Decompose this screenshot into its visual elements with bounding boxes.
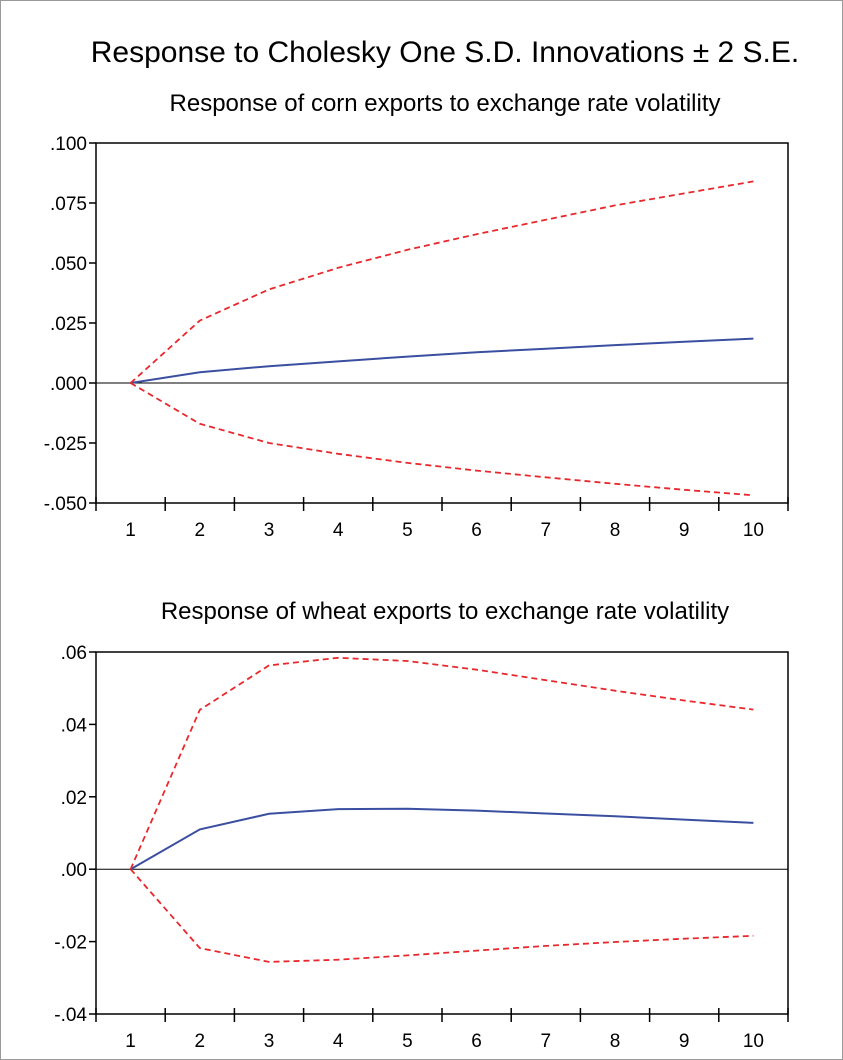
figure-title: Response to Cholesky One S.D. Innovation… — [91, 36, 800, 69]
x-tick-label: 9 — [679, 1031, 690, 1052]
x-tick-label: 8 — [610, 520, 621, 541]
x-tick-label: 10 — [743, 520, 764, 541]
x-tick-label: 1 — [125, 1031, 136, 1052]
y-tick-label: .00 — [61, 860, 87, 881]
y-tick-label: -.025 — [44, 434, 87, 455]
x-tick-label: 7 — [541, 1031, 552, 1052]
response-line — [130, 337, 754, 384]
y-tick-label: .025 — [50, 314, 87, 335]
x-tick-label: 3 — [264, 520, 275, 541]
chart-title: Response of corn exports to exchange rat… — [170, 90, 721, 117]
x-tick-label: 8 — [610, 1031, 621, 1052]
y-tick-label: .06 — [61, 643, 87, 664]
x-tick-label: 3 — [264, 1031, 275, 1052]
x-tick-label: 2 — [195, 1031, 206, 1052]
x-tick-label: 6 — [471, 520, 482, 541]
wheat-response-chart: Response of wheat exports to exchange ra… — [54, 598, 789, 1052]
x-tick-label: 6 — [471, 1031, 482, 1052]
x-tick-label: 1 — [125, 520, 136, 541]
plot-frame — [95, 651, 789, 1015]
x-tick-label: 5 — [402, 520, 413, 541]
y-tick-label: -.02 — [54, 933, 87, 954]
y-tick-label: -.04 — [54, 1005, 87, 1026]
y-tick-label: .000 — [50, 374, 87, 395]
y-tick-label: .075 — [50, 194, 87, 215]
x-tick-label: 4 — [333, 520, 344, 541]
y-tick-label: .02 — [61, 788, 87, 809]
upper-band-line — [129, 656, 754, 870]
y-tick-label: .100 — [50, 134, 87, 155]
y-tick-label: .04 — [61, 715, 88, 736]
y-tick-label: -.050 — [44, 494, 87, 515]
x-tick-label: 10 — [743, 1031, 764, 1052]
corn-response-chart: Response of corn exports to exchange rat… — [44, 90, 789, 541]
lower-band-line — [129, 868, 754, 963]
lower-band-line — [130, 382, 754, 497]
y-tick-label: .050 — [50, 254, 87, 275]
response-line — [130, 807, 754, 871]
upper-band-line — [129, 180, 754, 384]
plot-frame — [95, 142, 789, 504]
x-tick-label: 2 — [195, 520, 206, 541]
x-tick-label: 9 — [679, 520, 690, 541]
chart-title: Response of wheat exports to exchange ra… — [161, 598, 729, 625]
x-tick-label: 5 — [402, 1031, 413, 1052]
x-tick-label: 7 — [541, 520, 552, 541]
x-tick-label: 4 — [333, 1031, 344, 1052]
